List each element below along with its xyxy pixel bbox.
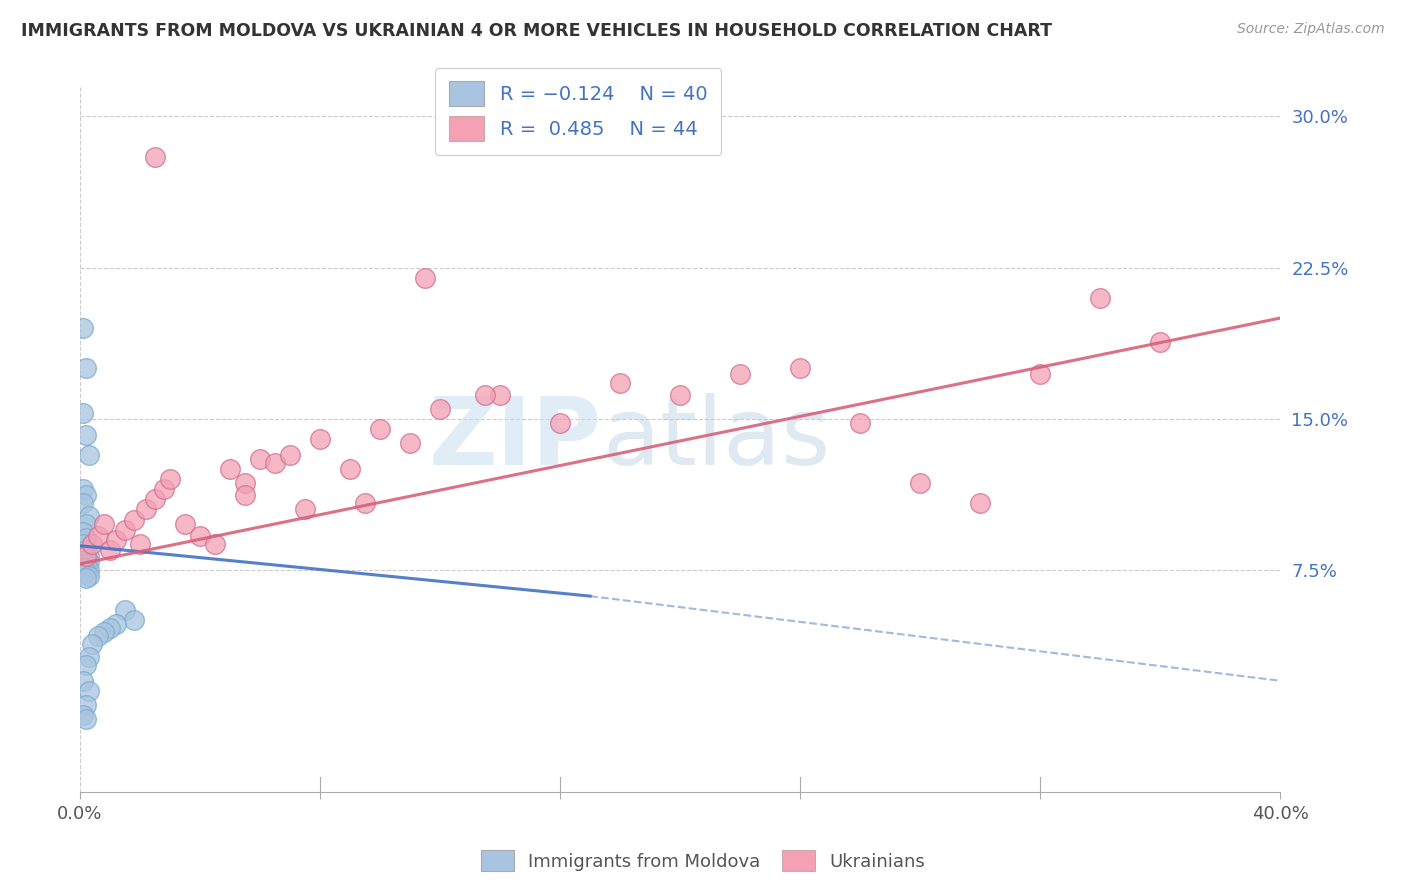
- Point: [77, 683, 100, 698]
- Point: [75, 712, 97, 726]
- Point: [278, 448, 301, 462]
- Legend: Immigrants from Moldova, Ukrainians: Immigrants from Moldova, Ukrainians: [474, 843, 932, 879]
- Point: [75, 516, 97, 531]
- Point: [75, 531, 97, 545]
- Point: [908, 476, 931, 491]
- Point: [75, 361, 97, 376]
- Point: [72, 406, 94, 420]
- Point: [489, 387, 512, 401]
- Point: [93, 516, 115, 531]
- Text: atlas: atlas: [602, 393, 831, 485]
- Point: [135, 502, 157, 516]
- Point: [77, 569, 100, 583]
- Point: [153, 483, 176, 497]
- Point: [75, 565, 97, 579]
- Point: [354, 496, 377, 510]
- Point: [72, 483, 94, 497]
- Point: [72, 561, 94, 575]
- Point: [98, 621, 121, 635]
- Point: [174, 516, 197, 531]
- Point: [75, 549, 97, 563]
- Point: [77, 649, 100, 664]
- Point: [969, 496, 991, 510]
- Point: [72, 496, 94, 510]
- Point: [128, 537, 150, 551]
- Point: [72, 524, 94, 539]
- Text: IMMIGRANTS FROM MOLDOVA VS UKRAINIAN 4 OR MORE VEHICLES IN HOUSEHOLD CORRELATION: IMMIGRANTS FROM MOLDOVA VS UKRAINIAN 4 O…: [21, 22, 1052, 40]
- Point: [72, 321, 94, 335]
- Point: [264, 456, 287, 470]
- Point: [294, 502, 316, 516]
- Point: [72, 537, 94, 551]
- Point: [339, 462, 361, 476]
- Point: [77, 555, 100, 569]
- Point: [548, 416, 571, 430]
- Point: [77, 549, 100, 563]
- Point: [104, 533, 127, 547]
- Point: [474, 387, 496, 401]
- Point: [249, 452, 271, 467]
- Point: [1149, 335, 1171, 350]
- Point: [368, 422, 391, 436]
- Point: [122, 512, 145, 526]
- Point: [98, 542, 121, 557]
- Point: [114, 523, 136, 537]
- Point: [188, 529, 211, 543]
- Text: Source: ZipAtlas.com: Source: ZipAtlas.com: [1237, 22, 1385, 37]
- Legend: R = −0.124    N = 40, R =  0.485    N = 44: R = −0.124 N = 40, R = 0.485 N = 44: [436, 68, 721, 154]
- Point: [413, 270, 436, 285]
- Point: [114, 603, 136, 617]
- Point: [1090, 291, 1112, 305]
- Point: [429, 401, 451, 416]
- Point: [75, 698, 97, 712]
- Point: [233, 476, 256, 491]
- Point: [93, 625, 115, 640]
- Point: [849, 416, 872, 430]
- Point: [75, 488, 97, 502]
- Point: [75, 657, 97, 672]
- Point: [75, 553, 97, 567]
- Text: ZIP: ZIP: [429, 393, 602, 485]
- Point: [72, 708, 94, 723]
- Point: [728, 368, 751, 382]
- Point: [75, 557, 97, 571]
- Point: [72, 673, 94, 688]
- Point: [233, 488, 256, 502]
- Point: [72, 566, 94, 581]
- Point: [75, 571, 97, 585]
- Point: [104, 617, 127, 632]
- Point: [75, 561, 97, 575]
- Point: [143, 492, 166, 507]
- Point: [77, 508, 100, 523]
- Point: [77, 563, 100, 577]
- Point: [87, 529, 110, 543]
- Point: [219, 462, 242, 476]
- Point: [75, 428, 97, 442]
- Point: [75, 542, 97, 557]
- Point: [80, 537, 103, 551]
- Point: [1029, 368, 1052, 382]
- Point: [122, 613, 145, 627]
- Point: [204, 537, 226, 551]
- Point: [789, 361, 811, 376]
- Point: [77, 448, 100, 462]
- Point: [80, 638, 103, 652]
- Point: [143, 150, 166, 164]
- Point: [309, 432, 332, 446]
- Point: [87, 629, 110, 643]
- Point: [159, 472, 181, 486]
- Point: [669, 387, 692, 401]
- Point: [609, 376, 631, 390]
- Point: [72, 549, 94, 563]
- Point: [399, 436, 422, 450]
